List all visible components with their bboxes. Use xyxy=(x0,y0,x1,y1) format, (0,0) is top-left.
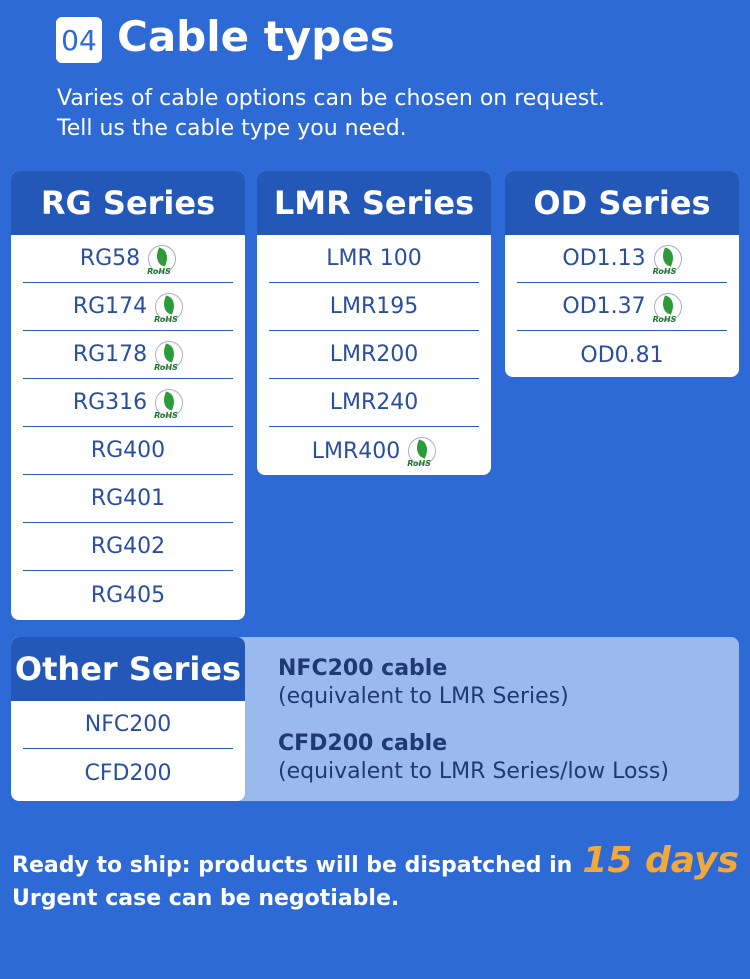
cable-name: RG178 xyxy=(72,342,148,367)
list-item: RG174 RoHS xyxy=(23,283,233,331)
cable-name: LMR400 xyxy=(311,438,401,464)
rohs-icon: RoHS xyxy=(653,244,682,276)
desc-note: (equivalent to LMR Series/low Loss) xyxy=(278,759,669,784)
list-item: LMR200 xyxy=(269,331,479,379)
list-item: RG400 xyxy=(23,427,233,475)
od-series-card: OD Series OD1.13 RoHS OD1.37 RoHS OD0.81 xyxy=(505,171,739,377)
other-series-panel: Other Series NFC200 CFD200 NFC200 cable (… xyxy=(11,637,739,801)
list-item: RG58 RoHS xyxy=(23,235,233,283)
rohs-icon: RoHS xyxy=(653,292,682,324)
rohs-icon: RoHS xyxy=(147,244,177,276)
list-item: NFC200 xyxy=(23,701,233,749)
subtitle-line-1: Varies of cable options can be chosen on… xyxy=(57,86,605,111)
cable-name: RG401 xyxy=(90,486,166,511)
cable-name: RG58 xyxy=(79,246,141,271)
list-item: RG316 RoHS xyxy=(23,379,233,427)
cable-name: OD1.13 xyxy=(562,246,646,271)
list-item: OD1.13 RoHS xyxy=(517,235,727,283)
rohs-icon: RoHS xyxy=(154,388,184,420)
rohs-icon: RoHS xyxy=(154,340,184,372)
page-title: Cable types xyxy=(117,12,395,61)
cable-name: OD1.37 xyxy=(562,294,646,319)
cable-name: RG316 xyxy=(72,390,148,415)
cable-name: LMR 100 xyxy=(326,246,422,271)
cable-name: RG174 xyxy=(72,294,148,319)
list-item: CFD200 xyxy=(84,760,172,786)
list-item: LMR 100 xyxy=(269,235,479,283)
cable-name: OD0.81 xyxy=(580,342,664,368)
subtitle-line-2: Tell us the cable type you need. xyxy=(57,116,407,141)
rohs-icon: RoHS xyxy=(407,437,437,468)
list-item: LMR240 xyxy=(269,379,479,427)
desc-name: CFD200 cable xyxy=(278,731,448,756)
series-title: RG Series xyxy=(11,171,245,235)
cable-name: RG400 xyxy=(90,438,166,463)
list-item: LMR195 xyxy=(269,283,479,331)
shipping-text: Ready to ship: products will be dispatch… xyxy=(12,853,573,878)
section-number-badge: 04 xyxy=(56,17,102,63)
list-item: RG178 RoHS xyxy=(23,331,233,379)
series-title: LMR Series xyxy=(257,171,491,235)
rg-series-card: RG Series RG58 RoHS RG174 RoHS RG178 RoHS RG316… xyxy=(11,171,245,620)
shipping-note: Ready to ship: products will be dispatch… xyxy=(12,840,739,881)
cable-name: LMR195 xyxy=(329,294,419,319)
list-item: LMR400 RoHS xyxy=(269,427,479,475)
desc-note: (equivalent to LMR Series) xyxy=(278,684,569,709)
urgent-note: Urgent case can be negotiable. xyxy=(12,886,400,911)
list-item: OD1.37 RoHS xyxy=(517,283,727,331)
cable-name: RG402 xyxy=(90,534,166,559)
list-item: RG402 xyxy=(23,523,233,571)
list-item: OD0.81 xyxy=(517,331,727,377)
rohs-icon: RoHS xyxy=(154,292,184,324)
desc-name: NFC200 cable xyxy=(278,656,448,681)
cable-name: LMR240 xyxy=(329,390,419,415)
days-highlight: 15 days xyxy=(582,840,739,881)
cable-name: RG405 xyxy=(90,582,166,608)
cable-name: LMR200 xyxy=(329,342,419,367)
lmr-series-card: LMR Series LMR 100 LMR195 LMR200 LMR240 LMR40… xyxy=(257,171,491,475)
other-series-title: Other Series xyxy=(11,637,245,701)
list-item: RG401 xyxy=(23,475,233,523)
list-item: RG405 xyxy=(23,571,233,619)
series-title: OD Series xyxy=(505,171,739,235)
